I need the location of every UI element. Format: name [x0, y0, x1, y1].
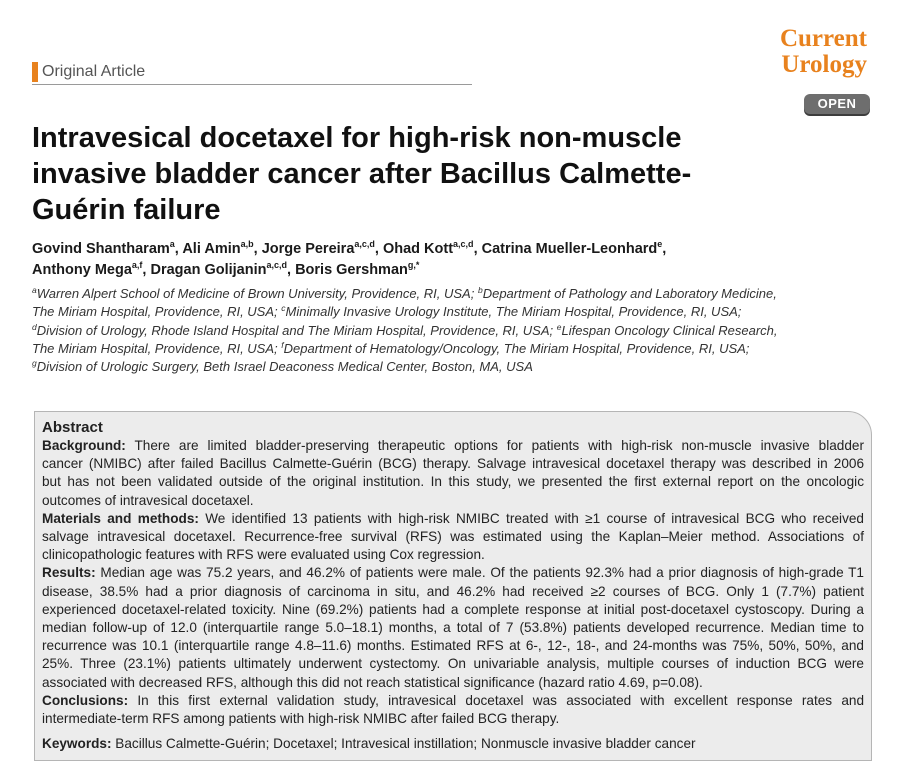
abstract-text: There are limited bladder-preserving the… [125, 438, 865, 453]
author-separator: , [374, 241, 383, 257]
affiliation-b: Department of Pathology and Laboratory M… [482, 286, 777, 301]
abstract-line: clinicopathologic features with RFS were… [42, 547, 485, 563]
affiliation-line: aWarren Alpert School of Medicine of Bro… [32, 285, 882, 303]
affiliation-mark: c [281, 303, 286, 314]
abstract-conclusions: Conclusions: In this first external vali… [42, 692, 864, 728]
accent-bar [32, 62, 38, 82]
abstract-heading: Abstract [42, 419, 103, 436]
affiliation-e: Lifespan Oncology Clinical Research, [561, 322, 778, 338]
section-label: Conclusions: [42, 692, 129, 708]
author-name: Anthony Mega [32, 262, 132, 278]
affiliation-a: Warren Alpert School of Medicine of Brow… [36, 286, 475, 301]
author-affiliation-marks: g,* [407, 260, 420, 270]
author-affiliation-marks: a,c,d [266, 260, 287, 270]
author-name: Boris Gershman [295, 262, 408, 278]
abstract-line: outcomes of intravesical docetaxel. [42, 492, 254, 508]
author-affiliation-marks: a,f [131, 260, 143, 270]
affiliation-line: The Miriam Hospital, Providence, RI, USA… [32, 303, 882, 321]
abstract-line: 25%. Three (23.1%) patients ultimately u… [42, 656, 864, 672]
author-name: Govind Shantharam [32, 241, 170, 257]
abstract-line: salvage intravesical docetaxel. Recurren… [42, 529, 864, 545]
affiliation-e-cont: The Miriam Hospital, Providence, RI, USA… [32, 340, 278, 356]
author-affiliation-marks: a,c,d [453, 239, 474, 249]
abstract: Abstract Background: There are limited b… [42, 419, 864, 753]
abstract-line: cancer (NMIBC) after failed Bacillus Cal… [42, 456, 864, 472]
section-label: Background: [42, 438, 126, 453]
author-name: Ali Amin [182, 241, 241, 257]
affiliation-c: Minimally Invasive Urology Institute, Th… [285, 304, 742, 320]
author-separator: , [253, 241, 262, 257]
abstract-line: Background: There are limited bladder-pr… [42, 437, 864, 455]
abstract-line: intermediate-term RFS among patients wit… [42, 711, 560, 727]
abstract-line: Results: Median age was 75.2 years, and … [42, 564, 864, 582]
affiliation-g: Division of Urologic Surgery, Beth Israe… [36, 359, 533, 375]
journal-logo: Current Urology [780, 26, 867, 78]
affiliation-mark: d [32, 321, 37, 332]
abstract-text: Median age was 75.2 years, and 46.2% of … [95, 565, 864, 581]
section-label: Results: [42, 565, 96, 581]
title-line: Guérin failure [32, 194, 221, 226]
abstract-methods: Materials and methods: We identified 13 … [42, 510, 864, 565]
journal-logo-line1: Current [779, 25, 867, 52]
abstract-line: disease, 38.5% had a prior diagnosis of … [42, 583, 864, 599]
affiliation-mark: b [477, 285, 483, 295]
affiliation-mark: f [281, 339, 284, 350]
keywords-label: Keywords: [42, 736, 112, 752]
abstract-line: Materials and methods: We identified 13 … [42, 510, 864, 528]
author-separator: , [142, 262, 151, 278]
title-line: Intravesical docetaxel for high-risk non… [32, 122, 682, 154]
author-line: Anthony Megaa,f, Dragan Golijanina,c,d, … [32, 260, 882, 281]
article-type-label: Original Article [42, 63, 146, 80]
abstract-line: but has not been validated outside of th… [42, 474, 864, 490]
affiliation-b-cont: The Miriam Hospital, Providence, RI, USA… [32, 304, 278, 320]
abstract-text: We identified 13 patients with high-risk… [198, 510, 864, 526]
abstract-line: associated with decreased RFS, although … [42, 674, 703, 690]
author-name: Jorge Pereira [261, 241, 355, 257]
abstract-line: median follow-up of 12.0 (interquartile … [42, 620, 864, 636]
abstract-box [34, 411, 872, 761]
author-separator: , [473, 241, 482, 257]
author-separator: , [287, 262, 296, 278]
author-separator: , [174, 241, 183, 257]
keywords: Keywords: Bacillus Calmette-Guérin; Doce… [42, 735, 864, 753]
author-separator: , [662, 241, 667, 257]
affiliation-mark: a [32, 285, 37, 295]
section-label: Materials and methods: [42, 510, 199, 526]
abstract-line: recurrence was 10.1 (interquartile range… [42, 638, 864, 654]
author-name: Catrina Mueller-Leonhard [481, 241, 658, 257]
author-affiliation-marks: e [657, 239, 663, 249]
journal-logo-line2: Urology [781, 51, 867, 78]
abstract-background: Background: There are limited bladder-pr… [42, 437, 864, 510]
author-line: Govind Shantharama, Ali Amina,b, Jorge P… [32, 239, 882, 260]
open-access-badge: OPEN [804, 94, 870, 114]
author-list: Govind Shantharama, Ali Amina,b, Jorge P… [32, 239, 882, 281]
affiliation-line: dDivision of Urology, Rhode Island Hospi… [32, 322, 882, 340]
affiliation-line: The Miriam Hospital, Providence, RI, USA… [32, 340, 882, 358]
article-title: Intravesical docetaxel for high-risk non… [32, 120, 872, 228]
affiliation-mark: g [32, 358, 37, 369]
abstract-line: Conclusions: In this first external vali… [42, 692, 864, 710]
affiliations: aWarren Alpert School of Medicine of Bro… [32, 285, 882, 376]
affiliation-f: Department of Hematology/Oncology, The M… [283, 340, 750, 356]
article-type-header: Original Article [32, 60, 472, 85]
author-affiliation-marks: a,c,d [354, 239, 375, 249]
affiliation-d: Division of Urology, Rhode Island Hospit… [36, 322, 554, 338]
abstract-results: Results: Median age was 75.2 years, and … [42, 564, 864, 691]
abstract-line: experienced docetaxel-related toxicity. … [42, 601, 864, 617]
author-affiliation-marks: a [169, 239, 175, 249]
abstract-text: In this first external validation study,… [128, 692, 864, 708]
author-name: Ohad Kott [382, 241, 454, 257]
title-line: invasive bladder cancer after Bacillus C… [32, 158, 692, 190]
affiliation-line: gDivision of Urologic Surgery, Beth Isra… [32, 358, 882, 376]
author-affiliation-marks: a,b [240, 239, 254, 249]
affiliation-mark: e [556, 321, 562, 332]
keywords-list: Bacillus Calmette-Guérin; Docetaxel; Int… [111, 736, 696, 752]
author-name: Dragan Golijanin [150, 262, 267, 278]
